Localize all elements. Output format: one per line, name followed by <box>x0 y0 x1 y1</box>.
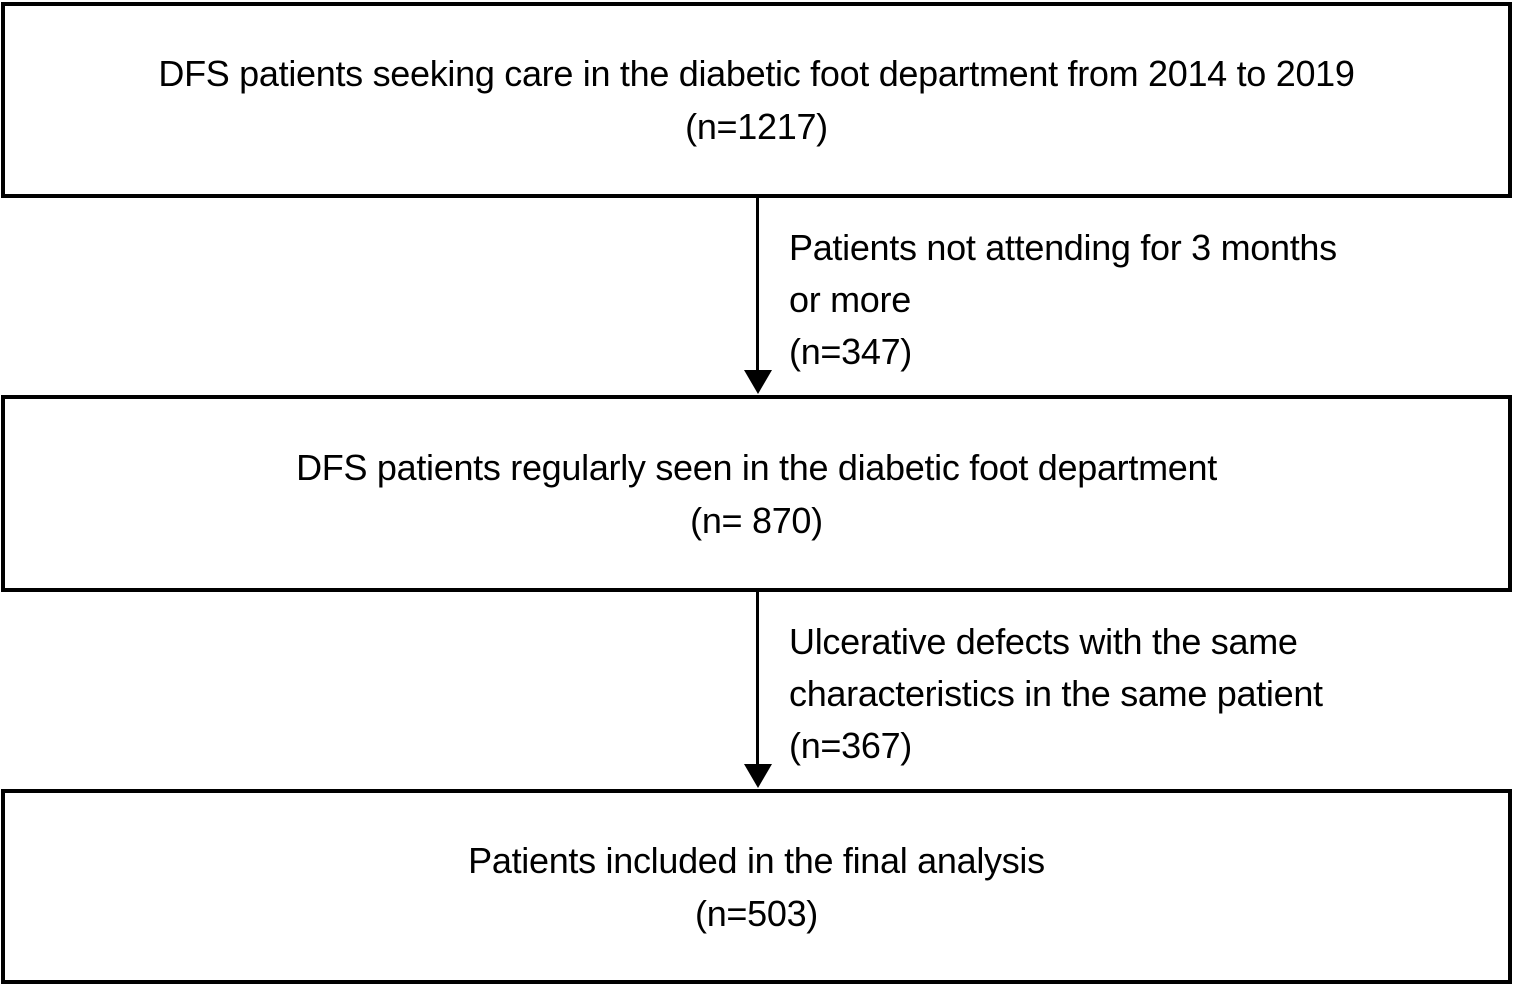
arrow-down-icon <box>744 370 772 394</box>
exclusion-label-not-attending: Patients not attending for 3 months or m… <box>789 222 1337 378</box>
exclusion-2-count: (n=367) <box>789 725 912 766</box>
flow-box-final-analysis: Patients included in the final analysis … <box>1 789 1512 984</box>
flow-box-regularly-seen-text: DFS patients regularly seen in the diabe… <box>296 446 1217 488</box>
exclusion-1-line1: Patients not attending for 3 months <box>789 227 1337 268</box>
flow-arrow-line-1 <box>756 198 759 374</box>
flow-box-enrolled: DFS patients seeking care in the diabeti… <box>1 2 1512 198</box>
exclusion-label-duplicate-ulcers: Ulcerative defects with the same charact… <box>789 616 1323 772</box>
exclusion-1-line2: or more <box>789 279 911 320</box>
flow-box-final-analysis-text: Patients included in the final analysis <box>468 839 1045 881</box>
arrow-down-icon <box>744 764 772 788</box>
exclusion-1-count: (n=347) <box>789 331 912 372</box>
exclusion-2-line2: characteristics in the same patient <box>789 673 1323 714</box>
flow-box-regularly-seen-count: (n= 870) <box>690 499 823 541</box>
flow-box-enrolled-text: DFS patients seeking care in the diabeti… <box>158 53 1355 94</box>
exclusion-2-line1: Ulcerative defects with the same <box>789 621 1298 662</box>
flow-box-final-analysis-count: (n=503) <box>695 892 818 934</box>
flow-box-regularly-seen: DFS patients regularly seen in the diabe… <box>1 395 1512 592</box>
flow-arrow-line-2 <box>756 592 759 768</box>
flow-box-enrolled-count: (n=1217) <box>685 106 828 147</box>
